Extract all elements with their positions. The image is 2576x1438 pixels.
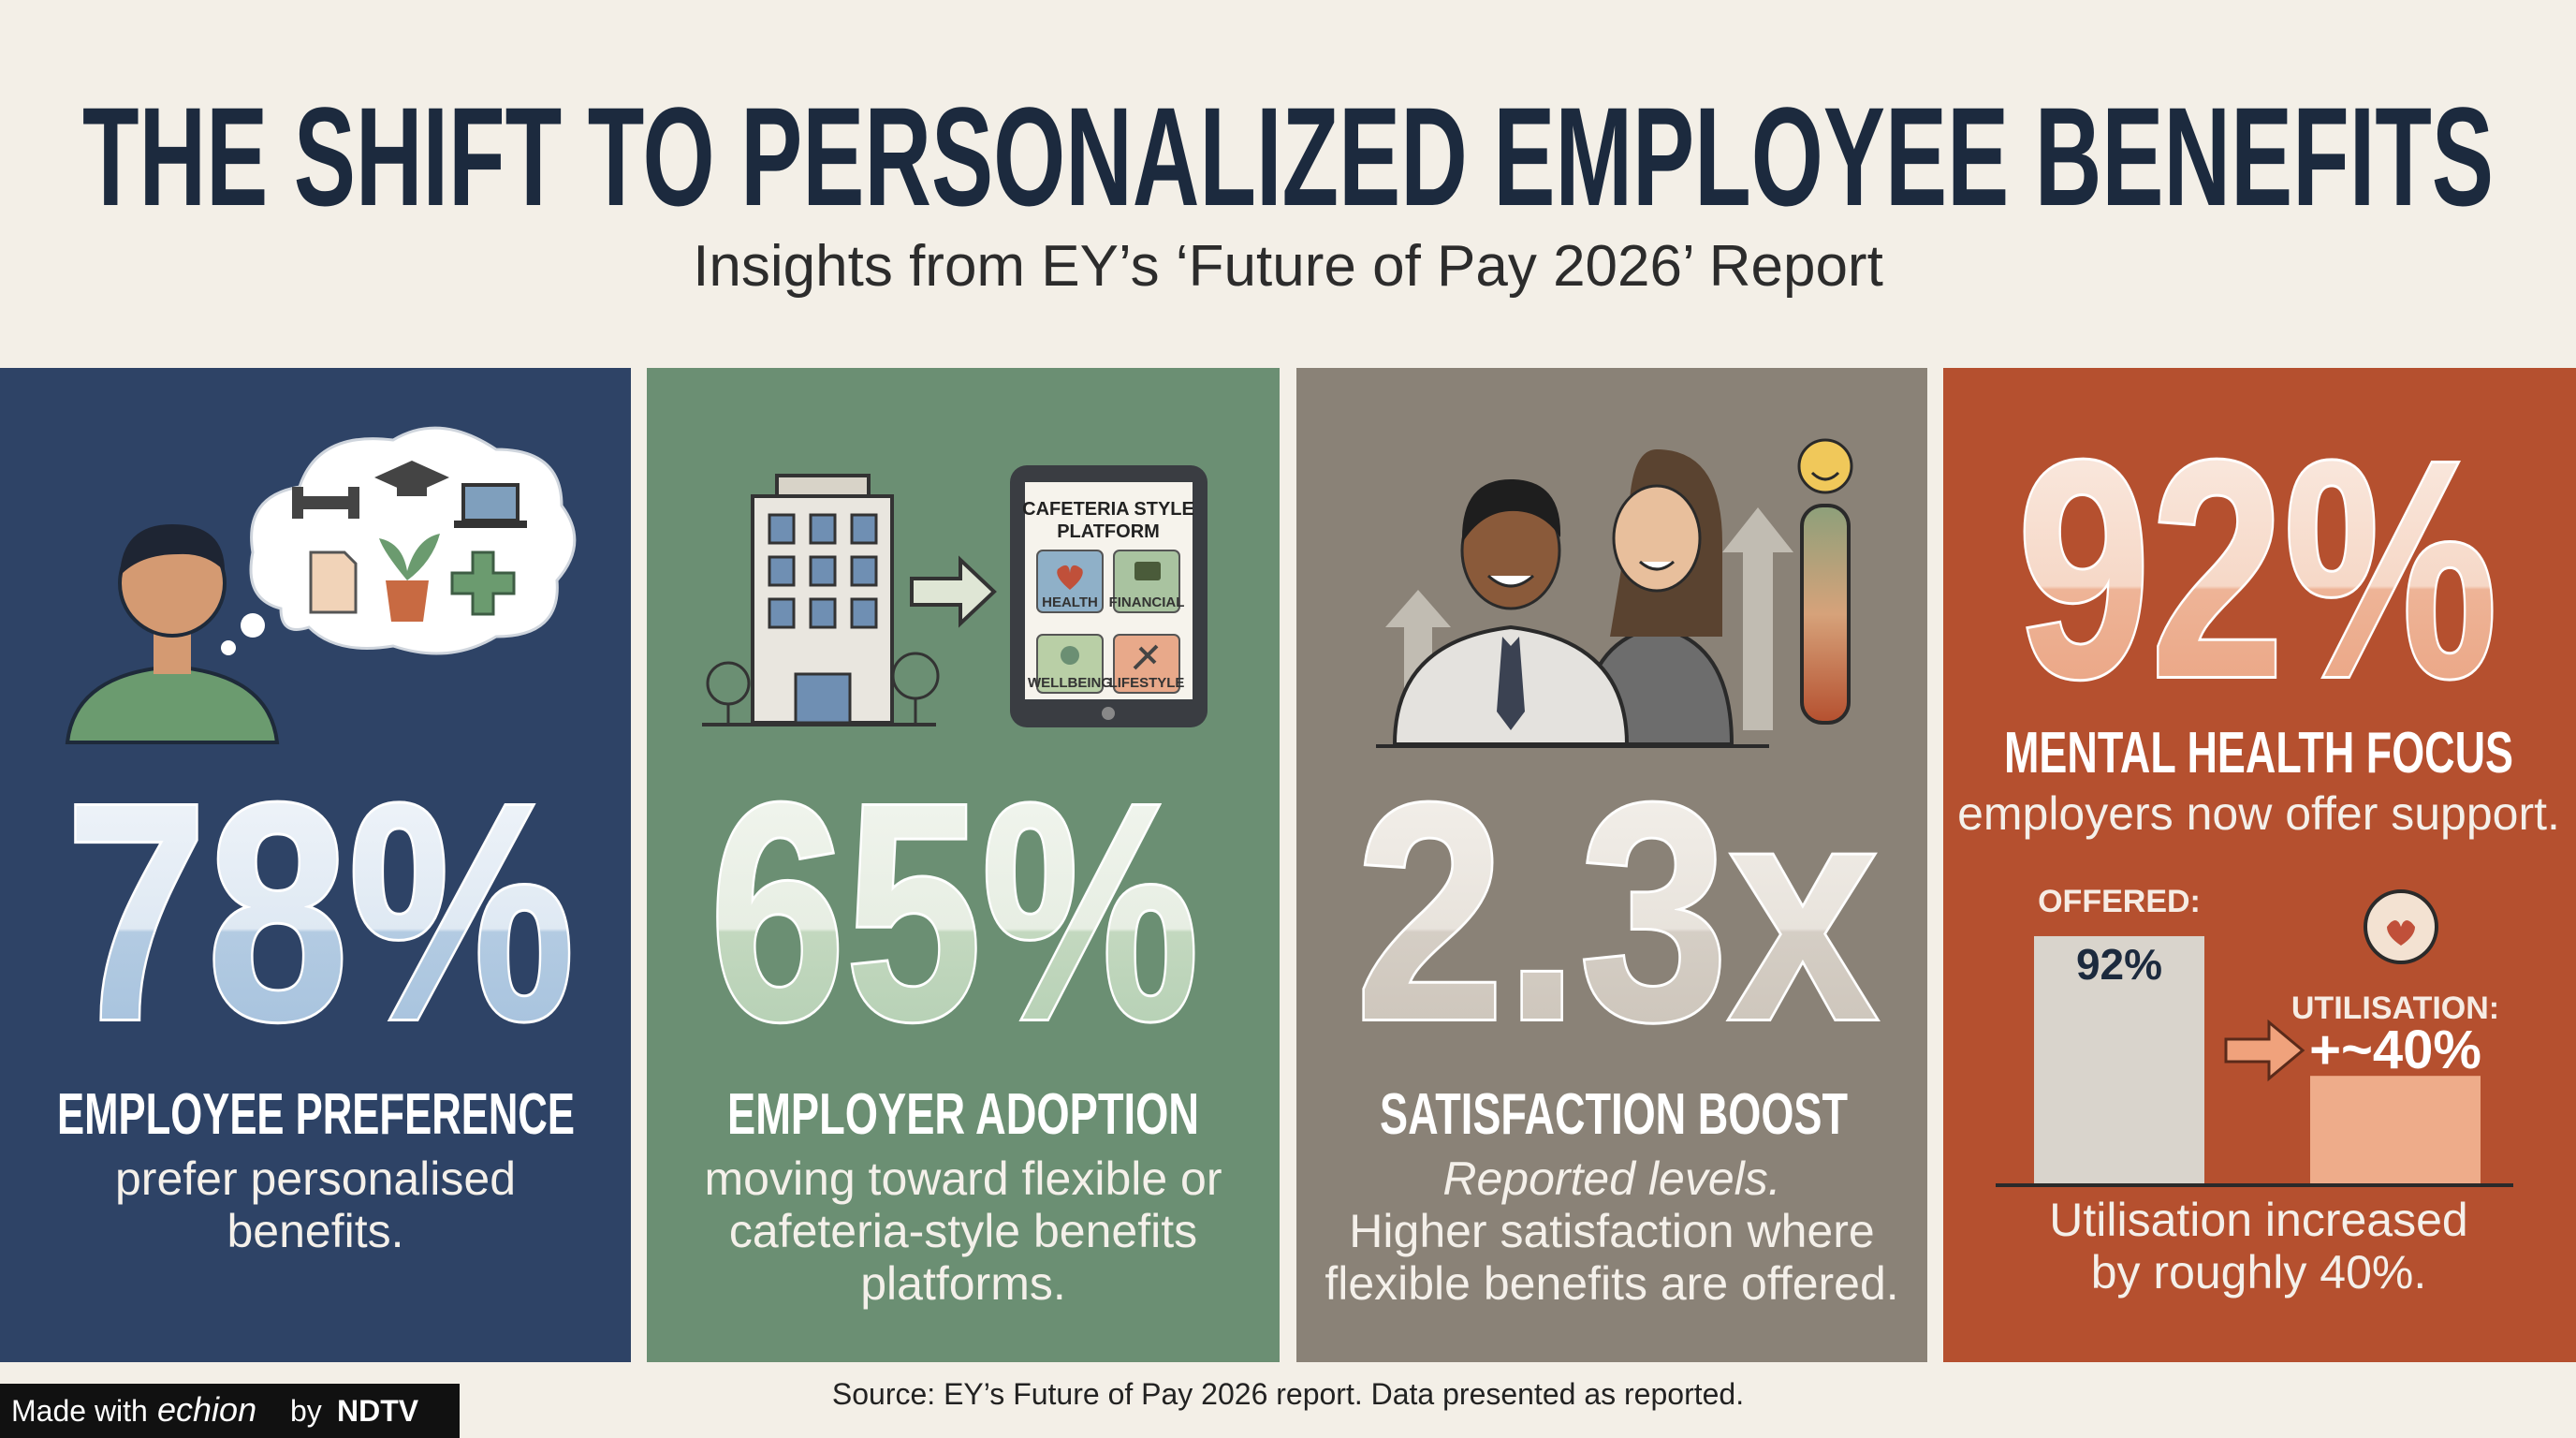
badge-brand: echion bbox=[157, 1390, 256, 1429]
description: flexible benefits are offered. bbox=[1325, 1257, 1898, 1310]
note: Reported levels. bbox=[1442, 1152, 1780, 1205]
heading: MENTAL HEALTH FOCUS bbox=[2004, 721, 2513, 785]
bar bbox=[2310, 1076, 2481, 1183]
heading: EMPLOYER ADOPTION bbox=[727, 1082, 1199, 1147]
building-icon bbox=[702, 474, 997, 726]
description: moving toward flexible or bbox=[704, 1152, 1222, 1205]
source: Source: EY’s Future of Pay 2026 report. … bbox=[832, 1377, 1744, 1411]
tablet-title: CAFETERIA STYLE bbox=[1022, 499, 1194, 520]
badge: Made with echion by NDTV bbox=[0, 1384, 460, 1438]
brain-icon bbox=[2364, 889, 2438, 964]
tile-label: LIFESTYLE bbox=[1109, 675, 1185, 691]
description: platforms. bbox=[860, 1257, 1066, 1310]
tile-label: WELLBEING bbox=[1028, 675, 1112, 691]
badge-text: Made with echion by NDTV bbox=[11, 1390, 419, 1429]
stat: 78% bbox=[66, 739, 575, 1084]
bar bbox=[2034, 935, 2204, 1183]
tile-label: HEALTH bbox=[1042, 594, 1098, 610]
description: Higher satisfaction where bbox=[1349, 1205, 1874, 1257]
tablet-title: PLATFORM bbox=[1057, 521, 1160, 542]
heading: SATISFACTION BOOST bbox=[1380, 1082, 1848, 1147]
subtitle: Insights from EY’s ‘Future of Pay 2026’ … bbox=[693, 234, 1883, 299]
description: Utilisation increased bbox=[2049, 1194, 2467, 1246]
bar-label: UTILISATION: bbox=[2291, 990, 2499, 1026]
stat: 92% bbox=[2017, 396, 2497, 741]
description: benefits. bbox=[227, 1205, 403, 1257]
arrow bbox=[2224, 1019, 2305, 1082]
tile-label: FINANCIAL bbox=[1109, 594, 1185, 610]
heading: EMPLOYEE PREFERENCE bbox=[57, 1082, 575, 1147]
description: prefer personalised bbox=[115, 1152, 516, 1205]
badge-by: by bbox=[290, 1394, 322, 1428]
tablet-icon bbox=[1010, 465, 1208, 727]
description: cafeteria-style benefits bbox=[729, 1205, 1197, 1257]
description: employers now offer support. bbox=[1957, 787, 2560, 840]
title: THE SHIFT TO PERSONALIZED EMPLOYEE BENEF… bbox=[82, 78, 2494, 235]
badge-prefix: Made with bbox=[11, 1394, 148, 1428]
mini-chart: OFFERED: 92% UTILISATION:+~40% bbox=[1996, 884, 2513, 1187]
badge-network: NDTV bbox=[337, 1394, 419, 1428]
person-icon bbox=[65, 426, 577, 744]
stat: 2.3x bbox=[1355, 739, 1880, 1084]
panel bbox=[1943, 368, 2576, 1362]
people-icon bbox=[1376, 438, 1853, 748]
stat: 65% bbox=[710, 739, 1199, 1084]
bar-value: +~40% bbox=[2309, 1020, 2481, 1080]
description: by roughly 40%. bbox=[2091, 1246, 2427, 1299]
bar-label: OFFERED: bbox=[2038, 884, 2201, 919]
badge-bg bbox=[0, 1384, 460, 1438]
bar-value: 92% bbox=[2076, 940, 2162, 989]
